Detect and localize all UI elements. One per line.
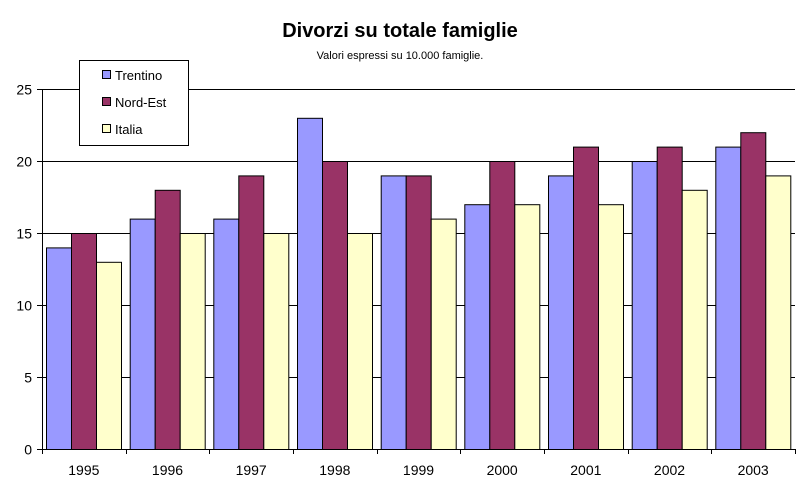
x-tick-label: 1995 <box>68 462 99 478</box>
legend-label-trentino: Trentino <box>115 68 162 83</box>
bar-nord-est-1998 <box>322 161 348 450</box>
x-tick-label: 2003 <box>738 462 769 478</box>
y-tick-label: 5 <box>24 370 32 386</box>
bar-nord-est-2001 <box>573 146 599 450</box>
bar-italia-1998 <box>347 233 373 450</box>
x-tick-label: 1997 <box>236 462 267 478</box>
bar-trentino-1996 <box>129 218 156 450</box>
legend-swatch-nord-est <box>102 97 111 106</box>
x-tick-label: 2002 <box>654 462 685 478</box>
legend-label-italia: Italia <box>115 122 143 137</box>
bar-italia-2000 <box>514 204 541 450</box>
bar-nord-est-2000 <box>489 161 516 450</box>
x-tick-label: 1996 <box>152 462 183 478</box>
bar-trentino-1999 <box>380 175 407 450</box>
y-tick-label: 0 <box>24 442 32 458</box>
bar-trentino-2001 <box>548 175 574 450</box>
bar-trentino-1998 <box>297 117 323 451</box>
y-tick-label: 20 <box>16 154 32 170</box>
bar-italia-2001 <box>598 204 624 450</box>
bar-trentino-2003 <box>715 146 742 450</box>
x-tick-label: 1998 <box>319 462 350 478</box>
bar-trentino-2000 <box>464 204 491 450</box>
bar-italia-1997 <box>263 233 290 450</box>
legend-box <box>79 60 189 146</box>
chart-subtitle: Valori espressi su 10.000 famiglie. <box>316 50 484 62</box>
bar-trentino-1995 <box>46 247 72 450</box>
legend-swatch-trentino <box>102 70 111 79</box>
y-tick-label: 10 <box>16 298 32 314</box>
bar-italia-1995 <box>96 261 122 450</box>
legend-label-nord-est: Nord-Est <box>115 95 167 110</box>
legend-swatch-italia <box>102 124 111 133</box>
bar-nord-est-2002 <box>656 146 683 450</box>
bar-trentino-1997 <box>213 218 240 450</box>
bar-italia-2002 <box>681 189 708 451</box>
x-tick-label: 2000 <box>487 462 518 478</box>
bar-nord-est-1995 <box>71 233 97 450</box>
axes: 0 5 10 15 20 25 1995 1996 1997 1998 1999 2000 2001 20… <box>16 82 796 478</box>
bar-italia-1996 <box>179 233 206 450</box>
bar-nord-est-1999 <box>405 175 432 450</box>
x-tick-label: 1999 <box>403 462 434 478</box>
bar-nord-est-1997 <box>238 175 265 450</box>
y-tick-label: 15 <box>16 226 32 242</box>
chart-title: Divorzi su totale famiglie <box>282 20 518 42</box>
bar-nord-est-2003 <box>740 132 767 450</box>
x-tick-label: 2001 <box>570 462 601 478</box>
bar-italia-2003 <box>765 175 792 450</box>
bar-nord-est-1996 <box>154 189 181 451</box>
bar-trentino-2002 <box>631 161 658 450</box>
bar-italia-1999 <box>430 218 457 450</box>
legend: Trentino Nord-Est Italia <box>79 60 189 146</box>
bars <box>46 117 792 451</box>
y-tick-label: 25 <box>16 82 32 98</box>
